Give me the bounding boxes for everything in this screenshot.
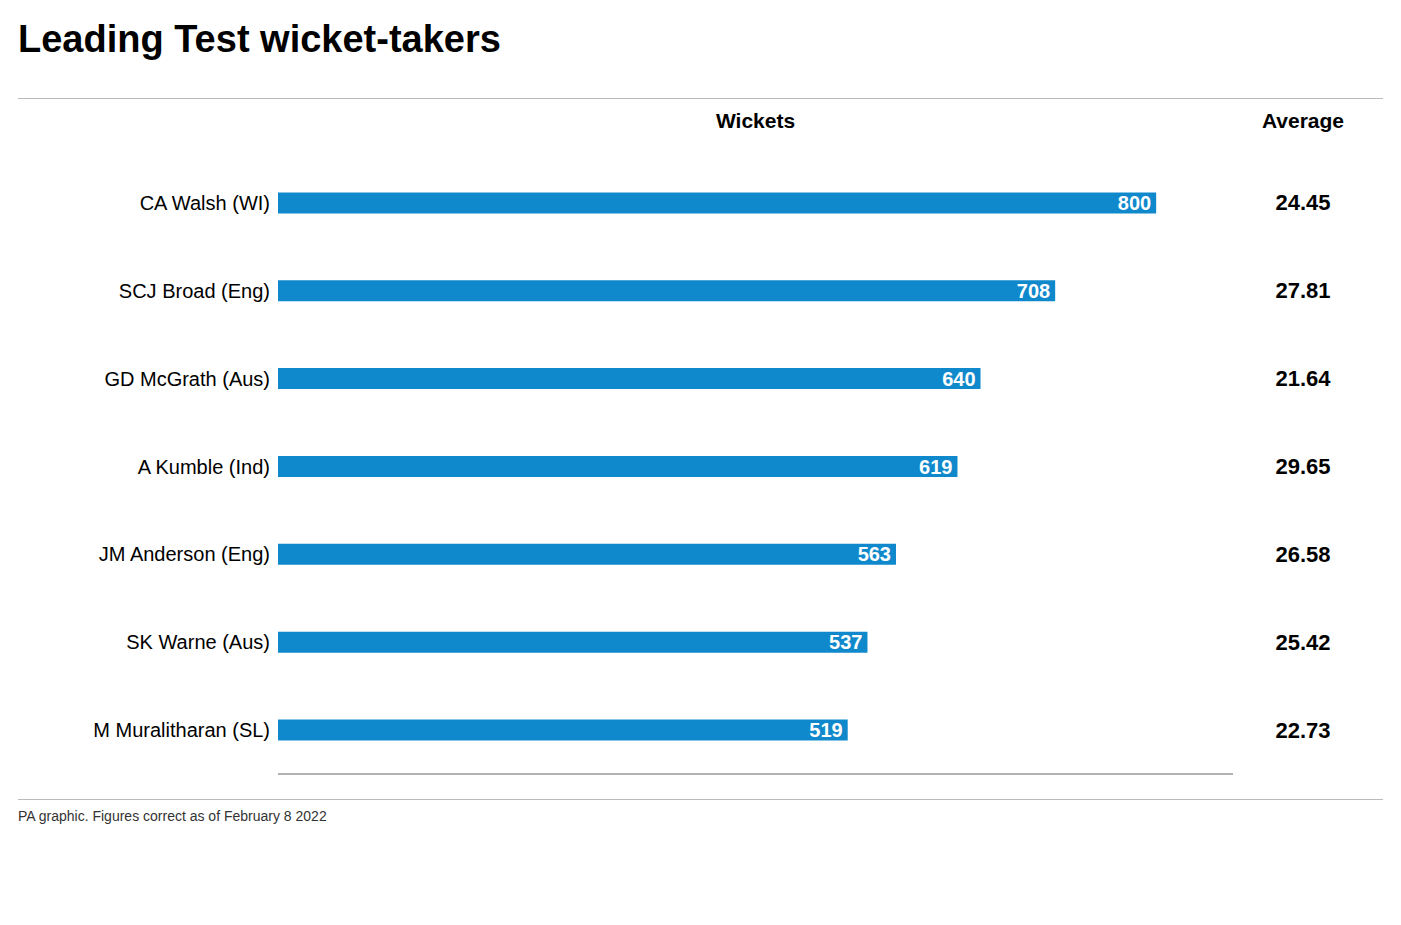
svg-text:21.64: 21.64 xyxy=(1275,366,1331,391)
svg-text:SCJ Broad (Eng): SCJ Broad (Eng) xyxy=(119,280,270,302)
svg-text:537: 537 xyxy=(829,631,862,653)
svg-text:M Muralitharan (SL): M Muralitharan (SL) xyxy=(93,719,270,741)
html-text:Leading Test wicket-takers: Leading Test wicket-takers xyxy=(18,18,501,60)
svg-text:SK Warne (Aus): SK Warne (Aus) xyxy=(126,631,270,653)
svg-text:708: 708 xyxy=(1017,280,1050,302)
svg-text:563: 563 xyxy=(858,543,891,565)
svg-text:619: 619 xyxy=(919,456,952,478)
svg-text:24.45: 24.45 xyxy=(1275,190,1330,215)
svg-text:640: 640 xyxy=(942,368,975,390)
svg-text:800: 800 xyxy=(1118,192,1151,214)
svg-text:25.42: 25.42 xyxy=(1275,630,1330,655)
svg-text:27.81: 27.81 xyxy=(1275,278,1330,303)
html-text:Wickets: Wickets xyxy=(715,109,796,132)
svg-text:29.65: 29.65 xyxy=(1275,454,1330,479)
html-text:PA graphic. Figures correct as: PA graphic. Figures correct as of Februa… xyxy=(18,808,327,824)
svg-text:GD McGrath (Aus): GD McGrath (Aus) xyxy=(104,368,270,390)
html-text:Average: Average xyxy=(1261,109,1344,132)
svg-text:CA Walsh (WI): CA Walsh (WI) xyxy=(140,192,270,214)
svg-text:519: 519 xyxy=(809,719,842,741)
svg-text:26.58: 26.58 xyxy=(1275,542,1330,567)
svg-text:22.73: 22.73 xyxy=(1275,718,1330,743)
svg-text:JM Anderson (Eng): JM Anderson (Eng) xyxy=(99,543,270,565)
svg-text:A Kumble (Ind): A Kumble (Ind) xyxy=(138,456,270,478)
